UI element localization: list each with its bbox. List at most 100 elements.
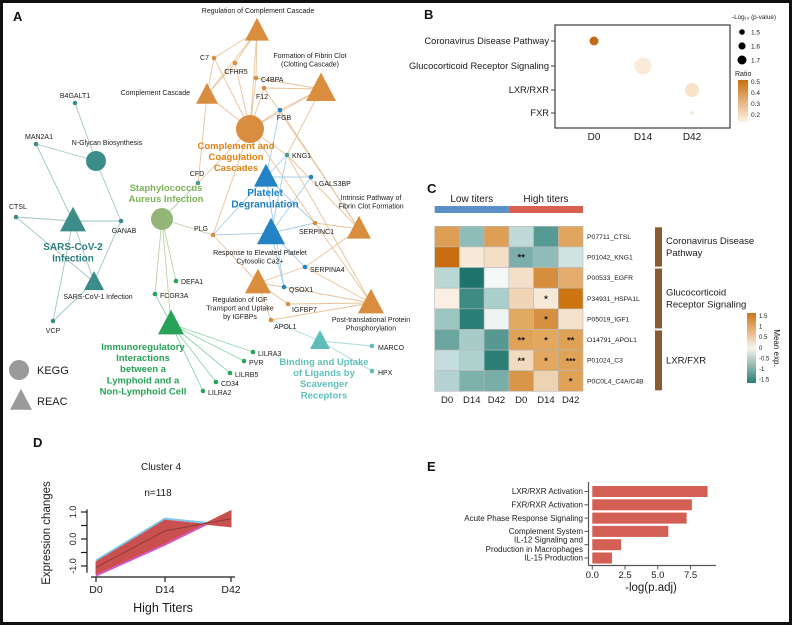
heatmap-cell [459,329,485,351]
network-edge-intrinsic-SERPINC1 [314,222,360,230]
network-node-CFD [195,180,201,186]
label-immunoregulatory: Non-Lymphoid Cell [100,386,187,397]
panel-d-lineplot: Cluster 4 n=118 Expression changes 1.0 0.0 -1… [41,462,241,615]
network-node-staph [151,208,173,230]
row-group-bracket [655,227,662,267]
label-sars-cov-1: SARS-CoV-1 Infection [63,294,132,301]
network-edge-post-trans-KNG1 [286,154,372,304]
gene-IGFBP7: IGFBP7 [292,307,317,314]
significance-stars: * [544,315,548,326]
label-scavenger: Receptors [301,390,347,401]
category-label: FXR/RXR Activation [511,501,583,510]
network-node-VCP [50,318,56,324]
y-axis-label: Expression changes [41,481,53,585]
heatmap-cell [557,370,584,392]
network-node-SERPINC1 [312,220,318,226]
x-tick-label: 7.5 [684,570,697,581]
x-tick-label: D14 [155,584,174,596]
network-node-platelet-1 [254,163,278,187]
heatmap-cell [508,267,534,289]
row-label: P34931_HSPA1L [587,296,640,303]
reac-triangle-icon [10,388,32,410]
network-edge-platelet-2-LGALS3BP [270,176,312,234]
network-node-post-trans [358,288,384,314]
gene-MARCO: MARCO [378,345,405,352]
label-complement-coagulation-cascades: Complement and [197,141,274,152]
x-tick-label: D42 [488,395,505,406]
heatmap-cell [533,226,559,248]
gene-LILRA3: LILRA3 [258,351,281,358]
label-complement-coagulation-cascades: Coagulation [209,152,264,163]
plot-subtitle: n=118 [144,488,172,499]
network-edge-fibrin-clot-F12 [263,87,322,90]
row-label: Coronavirus Disease Pathway [424,36,549,46]
network-edge-resp-ca-PLG [212,234,259,284]
gene-HPX: HPX [378,370,393,377]
gene-PLG: PLG [194,226,208,233]
label-sars-cov-2: SARS-CoV-2 [43,242,103,253]
gene-LILRB5: LILRB5 [235,372,258,379]
label-platelet-degranulation: Degranulation [231,200,298,211]
network-node-fibrin-clot [306,72,336,101]
gene-B4GALT1: B4GALT1 [60,93,90,100]
heatmap-cell [459,246,485,268]
gene-FGB: FGB [277,115,292,122]
heatmap-cell [557,267,584,289]
x-axis-label: High Titers [133,601,193,615]
category-label: LXR/RXR Activation [512,487,583,496]
size-legend-dot [738,42,746,50]
heatmap-cell [483,308,510,330]
ratio-gradient-bar [738,80,748,122]
x-tick-label: D42 [562,395,579,406]
network-node-C7 [211,55,217,61]
row-label: P0C0L4_C4A/C4B [587,378,644,385]
heatmap-cell [483,267,510,289]
heatmap-cell [434,246,460,268]
network-edge-scav-MARCO [319,340,373,347]
gene-F12: F12 [256,94,268,101]
gene-SERPINA4: SERPINA4 [310,267,345,274]
col-group-title: High titers [523,194,568,205]
network-edge-staph-immuno [161,218,172,325]
heatmap-cell [557,246,584,268]
label-immunoregulatory: Interactions [116,353,170,364]
label-regulation-igf: Regulation of IGF [213,297,268,304]
heatmap-cell [459,370,485,392]
median-line [95,518,232,568]
network-node-PLG [210,232,216,238]
row-label: P05019_IGF1 [587,316,630,323]
ratio-legend-value: 0.2 [751,112,760,119]
significance-stars: * [544,335,548,346]
legend-tick: -1 [759,367,765,373]
network-node-QSOX1 [281,284,287,290]
heatmap-cell [434,370,460,392]
network-edge-complement-cascade-CFHR5 [206,62,236,96]
panel-c-label: C [427,181,437,196]
kegg-legend-label: KEGG [37,365,69,377]
heatmap-cell [533,246,559,268]
size-legend-dot [739,29,745,35]
row-label: LXR/RXR [509,85,550,95]
network-node-sars1 [84,271,104,290]
gene-PVR: PVR [249,360,263,367]
label-platelet-degranulation: Platelet [247,188,283,199]
network-node-F12 [261,85,267,91]
network-edge-nglycan-B4GALT1 [74,102,97,162]
col-group-title: Low titers [450,194,493,205]
heatmap-cell [557,226,584,248]
row-group-bracket [655,330,662,391]
x-tick-label: D0 [89,584,103,596]
heatmap-cell [459,308,485,330]
ratio-legend-title: Ratio [735,71,751,78]
network-node-KNG1 [284,152,290,158]
y-tick-label: -1.0 [68,558,78,574]
network-edge-nglycan-MAN2A1 [35,143,97,162]
size-legend-dot [737,55,747,65]
label-regulation-igf: by IGFBPs [223,314,257,321]
network-edge-platelet-2-KNG1 [270,154,288,234]
x-tick-label: D14 [634,132,653,143]
x-tick-label: D42 [683,132,702,143]
gene-C7: C7 [200,55,209,62]
gene-LILRA2: LILRA2 [208,390,231,397]
